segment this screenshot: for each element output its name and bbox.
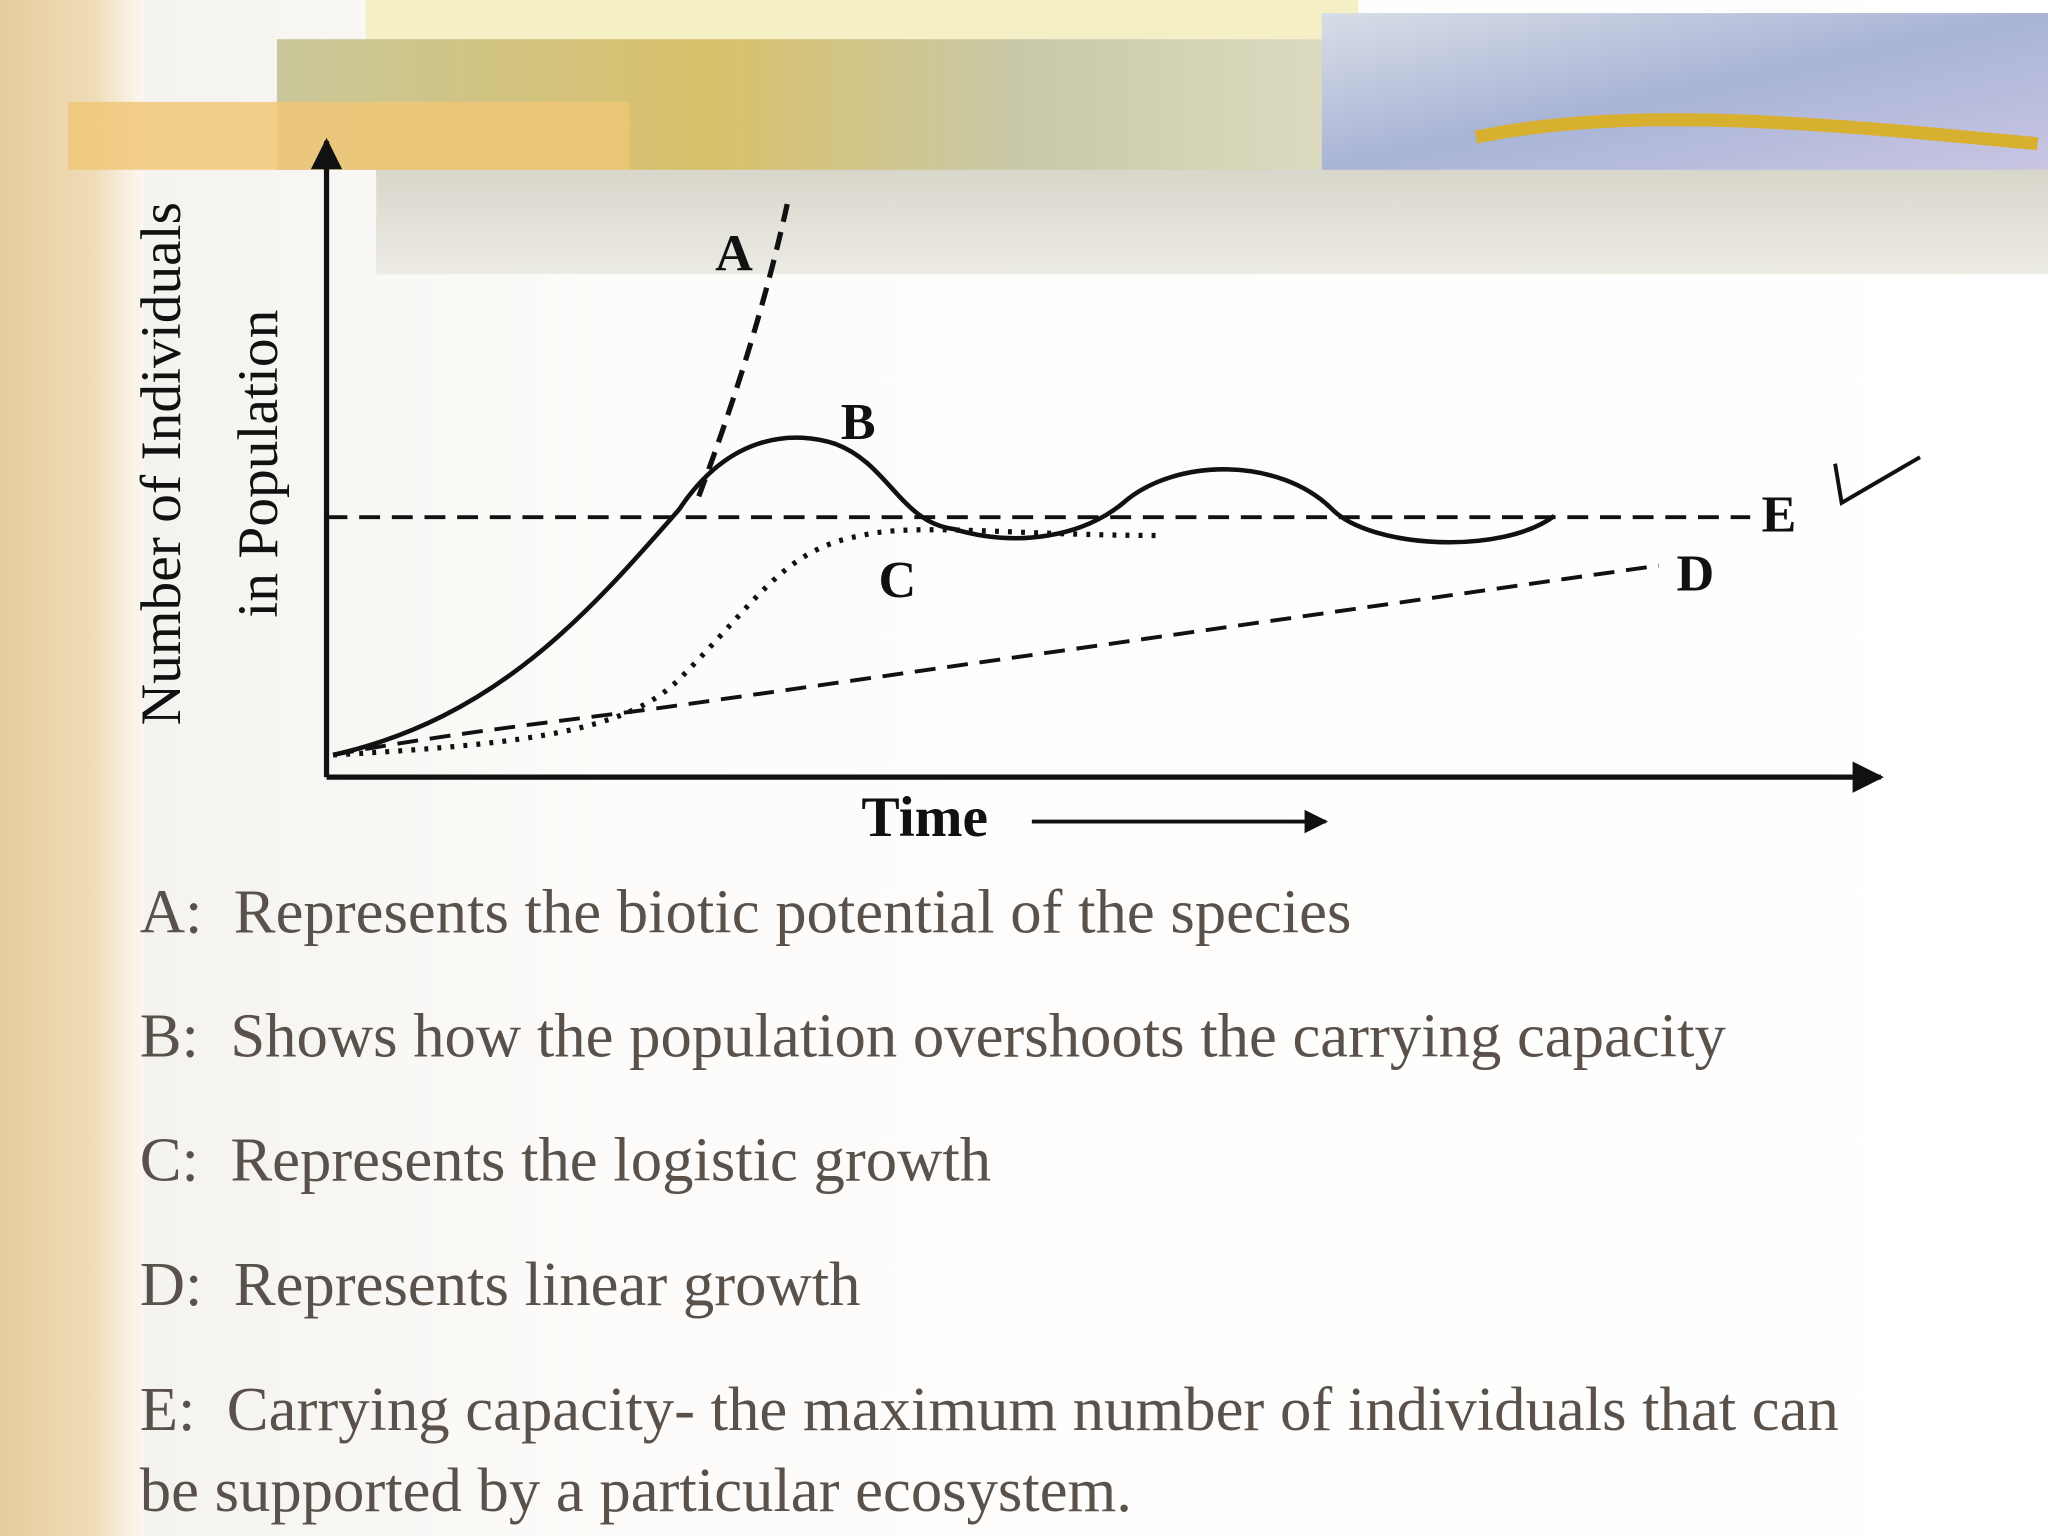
legend-item: A: Represents the biotic potential of th… [140,877,1352,947]
curve-label: C [878,551,916,609]
y-axis-label: in Population [227,310,290,618]
curve-a [696,201,791,498]
curve-b [332,435,1556,758]
banner-orange [67,101,630,170]
checkmark [1833,455,1921,506]
curve-d [332,563,1660,757]
banner-shadow [376,156,2048,275]
legend-item: be supported by a particular ecosystem. [140,1455,1132,1525]
curve-label: B [841,393,876,451]
banner-top [365,0,1359,40]
legend-item: E: Carrying capacity- the maximum number… [140,1374,1839,1444]
legend-item: C: Represents the logistic growth [140,1125,991,1195]
curve-label: D [1676,544,1714,602]
legend-item: B: Shows how the population overshoots t… [140,1001,1727,1071]
side-strip [0,0,144,1536]
legend-item: D: Represents linear growth [140,1249,861,1319]
banner-wheat [1474,113,2039,151]
banner-blue [1321,13,2048,170]
curve-label: A [715,224,753,282]
y-axis-label: Number of Individuals [130,202,193,725]
curve-label: E [1762,486,1797,544]
x-axis-label: Time [861,786,988,849]
